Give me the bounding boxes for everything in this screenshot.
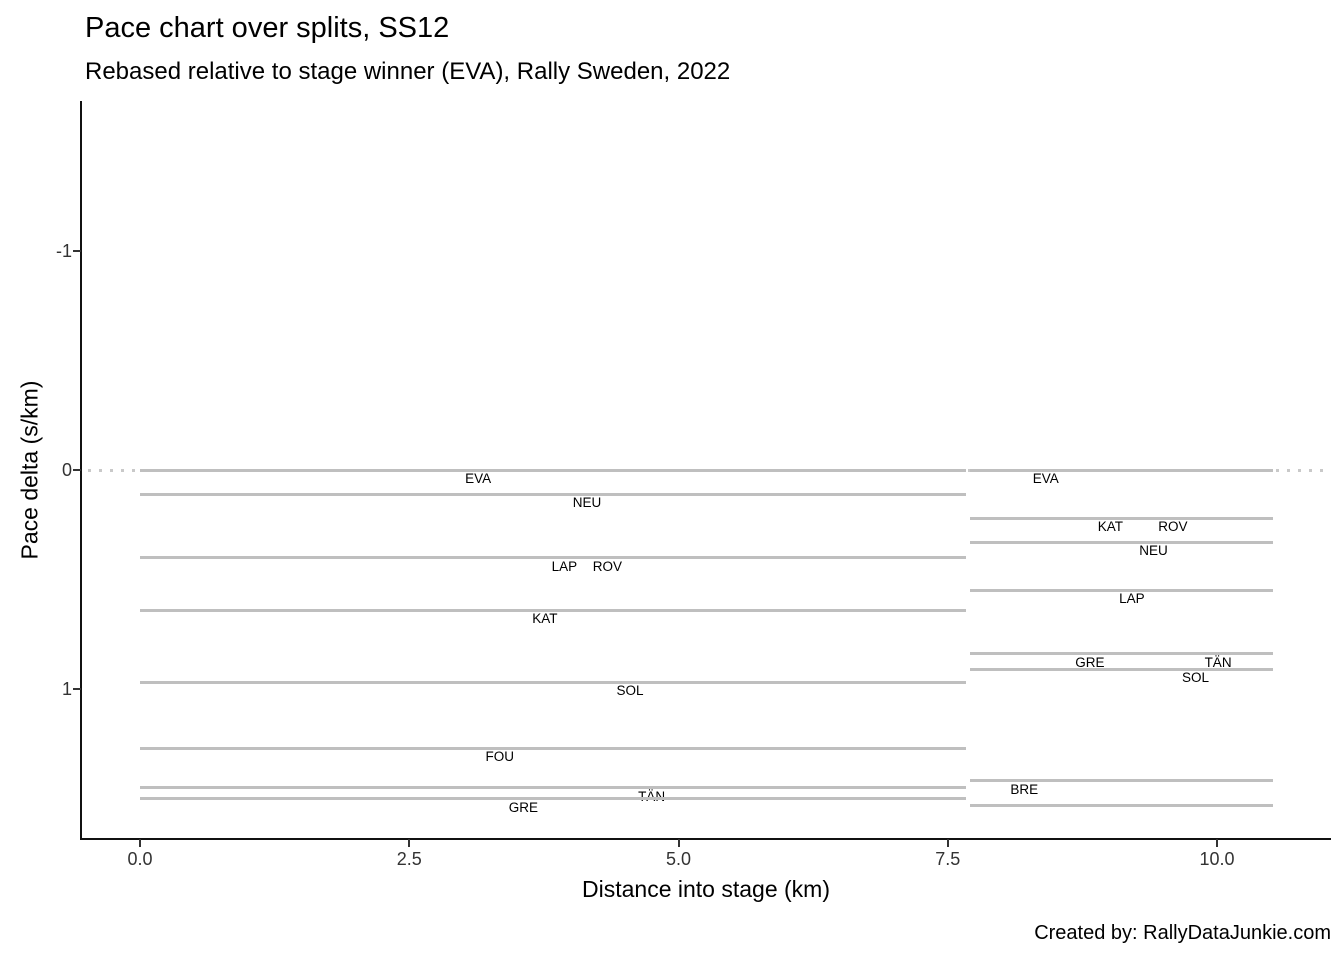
pace-segment [140, 680, 967, 684]
x-tick-label: 0.0 [127, 849, 153, 869]
pace-segment [970, 667, 1273, 671]
y-tick-label: 0 [61, 460, 72, 480]
driver-label: ROV [592, 558, 623, 574]
driver-label: LAP [551, 558, 578, 574]
driver-label: EVA [1032, 471, 1059, 486]
x-tick-label: 7.5 [935, 849, 961, 869]
pace-segment [140, 556, 967, 560]
pace-segment [970, 468, 1273, 472]
x-tick-label: 5.0 [665, 849, 692, 869]
pace-segment [140, 608, 967, 612]
footer-credit: Created by: RallyDataJunkie.com [1034, 922, 1331, 944]
pace-segment [970, 779, 1273, 783]
y-tick-label: 1 [61, 679, 72, 699]
y-tick-mark [73, 688, 81, 690]
pace-segment [140, 492, 967, 496]
pace-segment [140, 797, 967, 800]
driver-label: EVA [465, 471, 492, 486]
driver-label: KAT [1097, 519, 1124, 535]
x-axis-line [80, 838, 1331, 840]
x-tick-label: 10.0 [1199, 849, 1235, 869]
driver-label: GRE [508, 799, 539, 815]
y-tick-mark [73, 250, 81, 252]
x-tick-mark [408, 839, 411, 847]
pace-segment [970, 652, 1273, 656]
pace-segment [140, 468, 967, 472]
driver-label: LAP [1119, 591, 1145, 607]
driver-label: KAT [532, 611, 558, 627]
pace-segment [970, 516, 1273, 520]
pace-segment [140, 746, 967, 750]
x-tick-mark [677, 839, 680, 847]
pace-segment [970, 803, 1273, 807]
driver-label: ROV [1158, 519, 1188, 535]
y-tick-label: -1 [55, 241, 72, 261]
x-axis-title: Distance into stage (km) [582, 876, 830, 902]
chart-subtitle: Rebased relative to stage winner (EVA), … [85, 58, 731, 85]
driver-label: NEU [1139, 543, 1168, 559]
x-tick-mark [1216, 839, 1218, 847]
pace-segment [140, 786, 967, 790]
driver-label: GRE [1075, 654, 1105, 670]
driver-label: FOU [485, 749, 514, 765]
pace-segment [970, 540, 1273, 544]
x-tick-mark [946, 839, 949, 847]
x-tick-label: 2.5 [396, 849, 422, 869]
pace-segment [970, 588, 1273, 592]
driver-label: SOL [616, 683, 644, 699]
chart-title: Pace chart over splits, SS12 [85, 12, 450, 44]
y-axis-title: Pace delta (s/km) [16, 380, 43, 560]
y-axis-line [80, 101, 82, 840]
driver-label: TÄN [1204, 654, 1232, 670]
driver-label: NEU [572, 495, 602, 511]
x-tick-mark [139, 839, 141, 847]
driver-label: BRE [1010, 781, 1039, 797]
driver-label: SOL [1181, 670, 1209, 686]
y-tick-mark [73, 469, 81, 471]
